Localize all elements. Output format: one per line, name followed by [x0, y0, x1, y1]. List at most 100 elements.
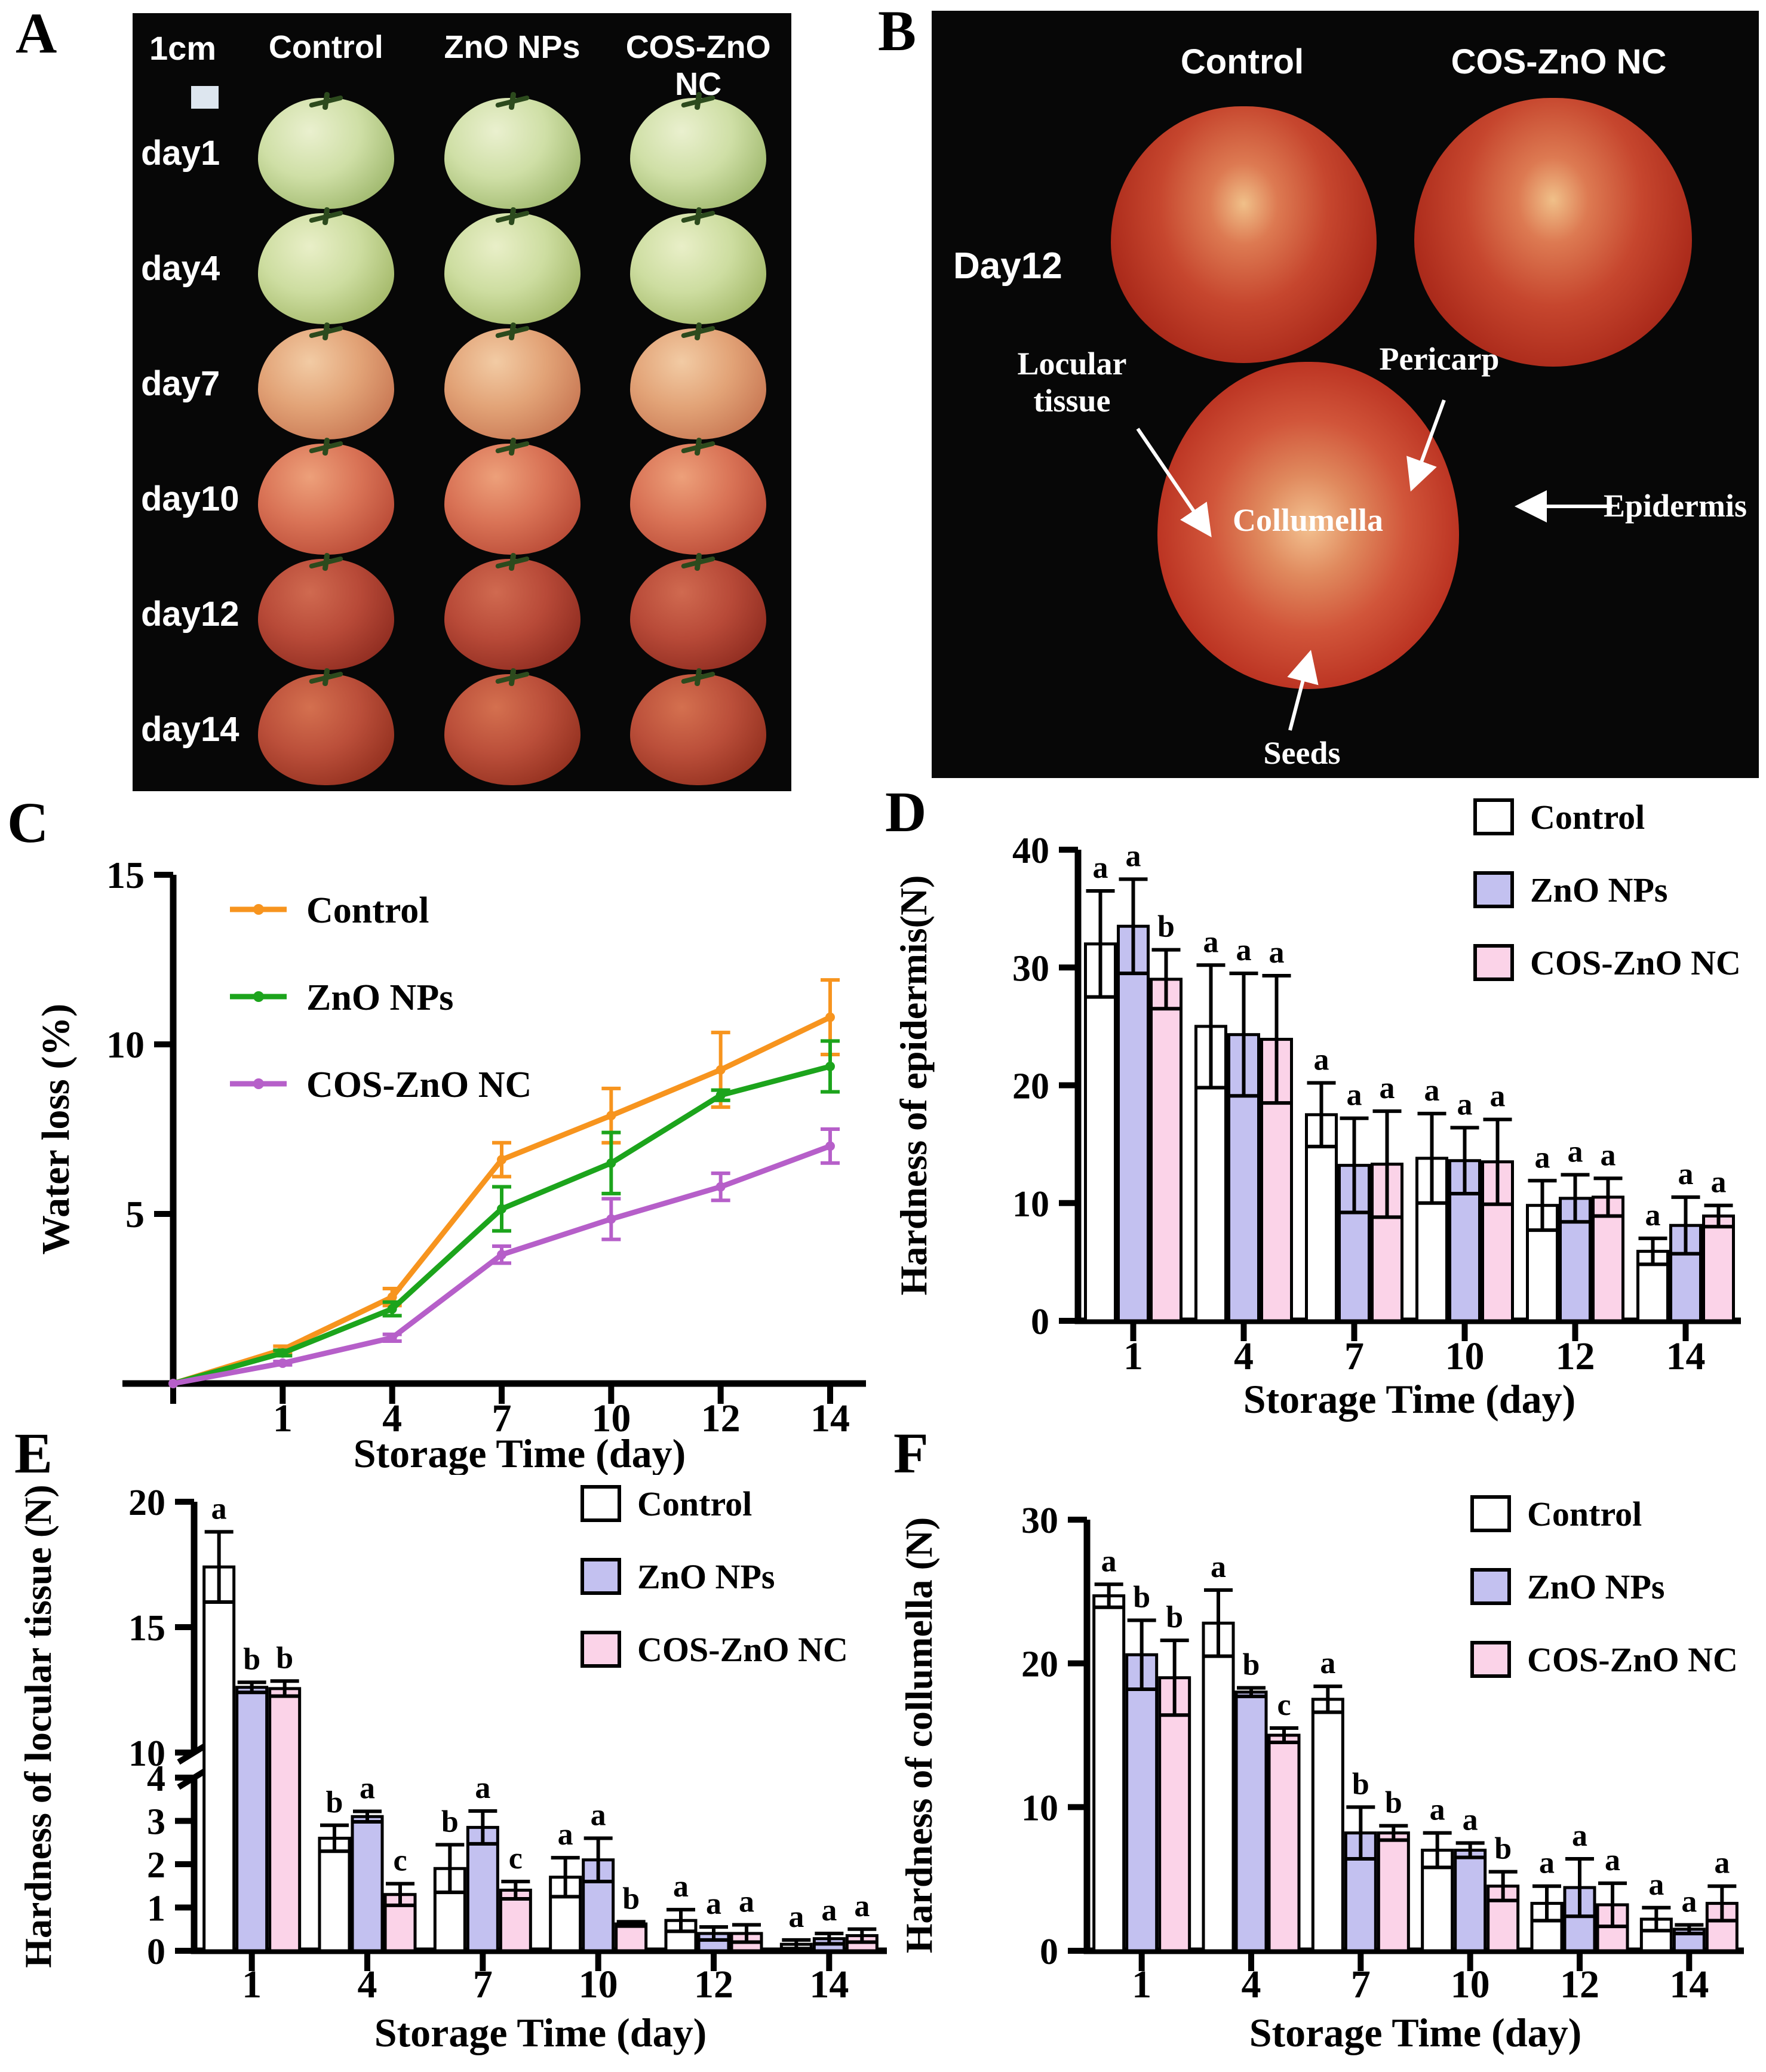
- annotation-collumella: Collumella: [1233, 502, 1383, 538]
- photo-row: day7: [133, 322, 791, 441]
- photo-cell: [605, 207, 791, 324]
- photo-cell: [233, 437, 419, 555]
- svg-text:b: b: [326, 1785, 343, 1819]
- svg-text:a: a: [788, 1900, 804, 1934]
- svg-text:10: 10: [1445, 1335, 1485, 1378]
- panel-a-header: 1cm Control ZnO NPs COS-ZnO NC: [133, 13, 791, 102]
- svg-text:4: 4: [147, 1759, 165, 1799]
- svg-text:a: a: [1490, 1080, 1506, 1114]
- svg-text:a: a: [1126, 839, 1141, 873]
- svg-text:a: a: [821, 1893, 837, 1927]
- svg-text:Hardness of epidermis(N): Hardness of epidermis(N): [892, 875, 935, 1296]
- panel-a-column-header: COS-ZnO NC: [625, 29, 771, 102]
- annotation-epidermis: Epidermis: [1603, 488, 1747, 524]
- photo-cell: [605, 668, 791, 785]
- photo-row: day1: [133, 91, 791, 211]
- photo-cell: [233, 552, 419, 670]
- svg-text:ZnO NPs: ZnO NPs: [306, 977, 453, 1018]
- svg-text:b: b: [1157, 910, 1175, 944]
- svg-text:c: c: [509, 1842, 523, 1876]
- svg-text:a: a: [1347, 1078, 1362, 1112]
- photo-cell: [419, 322, 606, 439]
- svg-text:15: 15: [128, 1608, 165, 1649]
- tomato-image: [630, 322, 767, 439]
- photo-cell: [233, 322, 419, 439]
- svg-text:Storage Time (day): Storage Time (day): [1243, 1376, 1576, 1422]
- svg-text:4: 4: [358, 1963, 377, 2006]
- tomato-image: [630, 668, 767, 785]
- svg-text:a: a: [1269, 936, 1285, 970]
- panel-b-header-cos-zno: COS-ZnO NC: [1451, 42, 1667, 81]
- legend: Control ZnO NPs COS-ZnO NC: [230, 890, 532, 1105]
- panel-letter-d: D: [885, 780, 927, 844]
- svg-text:14: 14: [1666, 1335, 1706, 1378]
- svg-text:Storage Time (day): Storage Time (day): [1249, 2010, 1582, 2055]
- svg-text:a: a: [1601, 1138, 1616, 1172]
- panel-letter-e: E: [14, 1421, 53, 1485]
- svg-text:b: b: [1133, 1580, 1150, 1614]
- svg-text:Hardness of locular tissue (N): Hardness of locular tissue (N): [17, 1484, 59, 1968]
- svg-text:4: 4: [382, 1397, 402, 1440]
- svg-text:COS-ZnO NC: COS-ZnO NC: [306, 1065, 532, 1105]
- svg-text:b: b: [622, 1882, 640, 1916]
- svg-text:b: b: [243, 1642, 260, 1676]
- svg-text:Storage Time (day): Storage Time (day): [374, 2010, 707, 2055]
- day-label: day4: [141, 249, 220, 288]
- svg-text:7: 7: [473, 1963, 493, 2006]
- svg-text:Storage Time (day): Storage Time (day): [354, 1431, 686, 1475]
- svg-text:c: c: [393, 1844, 407, 1878]
- tomato-image: [630, 552, 767, 670]
- svg-text:a: a: [1093, 851, 1108, 885]
- svg-text:Water loss (%): Water loss (%): [34, 1004, 78, 1255]
- series-COS-ZnO NC: [168, 1127, 840, 1388]
- svg-text:a: a: [739, 1885, 754, 1919]
- svg-text:a: a: [360, 1772, 375, 1806]
- svg-text:a: a: [1203, 925, 1219, 959]
- legend: Control ZnO NPs COS-ZnO NC: [581, 1484, 848, 1669]
- svg-text:10: 10: [1021, 1788, 1058, 1828]
- svg-text:ZnO NPs: ZnO NPs: [1530, 871, 1667, 909]
- photo-row: day10: [133, 437, 791, 557]
- annotation-locular-tissue: Locular tissue: [1017, 346, 1127, 419]
- svg-text:COS-ZnO NC: COS-ZnO NC: [1530, 943, 1741, 982]
- photo-cell: [605, 322, 791, 439]
- svg-text:14: 14: [1669, 1963, 1709, 2006]
- svg-text:10: 10: [1451, 1963, 1490, 2006]
- panel-letter-a: A: [16, 1, 57, 65]
- tomato-image: [257, 91, 394, 209]
- svg-text:Control: Control: [306, 890, 429, 931]
- svg-text:a: a: [1572, 1819, 1587, 1853]
- tomato-image: [630, 91, 767, 209]
- svg-text:a: a: [1314, 1043, 1329, 1077]
- day-label: day10: [141, 479, 239, 518]
- photo-cell: [233, 668, 419, 785]
- svg-text:4: 4: [1234, 1335, 1254, 1378]
- tomato-image: [257, 552, 394, 670]
- svg-text:40: 40: [1012, 831, 1049, 871]
- tomato-image: [444, 322, 581, 439]
- svg-text:a: a: [1320, 1646, 1335, 1680]
- svg-text:b: b: [276, 1641, 293, 1675]
- svg-text:1: 1: [1132, 1963, 1151, 2006]
- svg-text:7: 7: [1344, 1335, 1364, 1378]
- tomato-image: [444, 437, 581, 555]
- legend: Control ZnO NPs COS-ZnO NC: [1473, 798, 1741, 982]
- svg-text:a: a: [1681, 1885, 1697, 1919]
- svg-text:30: 30: [1012, 948, 1049, 989]
- panel-b-day-label: Day12: [953, 245, 1062, 287]
- tomato-image: [444, 207, 581, 324]
- photo-cell: [605, 91, 791, 209]
- svg-text:a: a: [1539, 1846, 1555, 1880]
- svg-text:0: 0: [1040, 1932, 1058, 1972]
- svg-text:a: a: [475, 1771, 490, 1805]
- svg-text:a: a: [1678, 1157, 1694, 1191]
- svg-text:COS-ZnO NC: COS-ZnO NC: [637, 1630, 848, 1669]
- photo-cell: [605, 437, 791, 555]
- series-Control: [168, 978, 840, 1388]
